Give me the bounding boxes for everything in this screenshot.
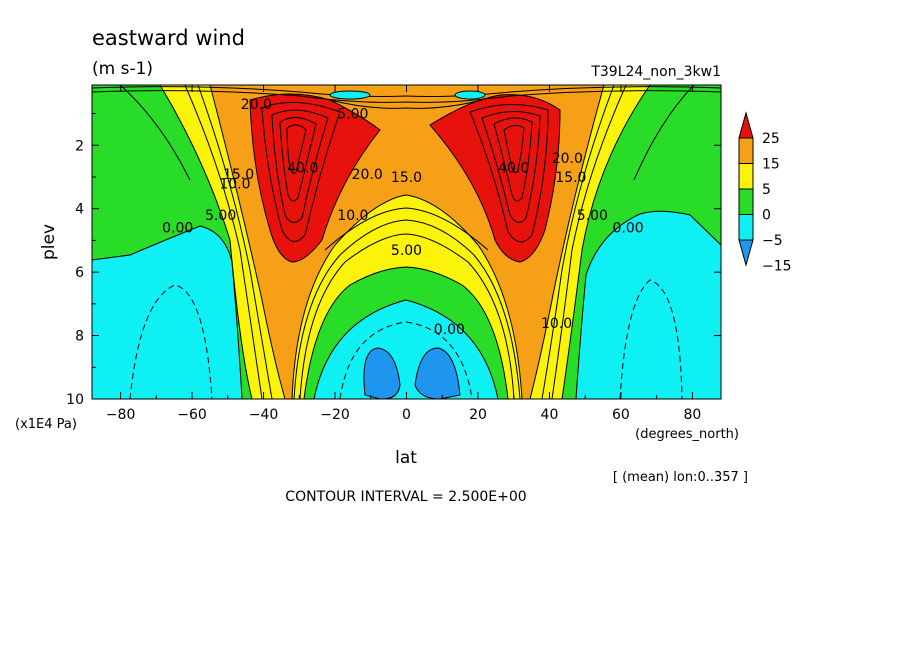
chart-title: eastward wind <box>92 26 245 50</box>
contour-label: 10.0 <box>337 208 368 224</box>
colorbar: 25 15 5 0 −5 −15 <box>738 111 792 275</box>
colorbar-label: 0 <box>762 208 771 224</box>
y-tick-label: 6 <box>75 265 84 281</box>
x-tick-label: 40 <box>541 407 559 423</box>
center-contours <box>299 207 515 399</box>
contour-labels: 40.0 40.020.0 15.010.05.000.000.00 0.0015.0… <box>162 97 643 338</box>
band-25-plus-left <box>249 93 381 263</box>
colorbar-segment <box>738 163 754 190</box>
contour-label: 15.0 <box>223 167 254 183</box>
band-neg-blob-right <box>414 347 461 399</box>
colorbar-label: −15 <box>762 259 792 275</box>
top-contours <box>92 86 721 109</box>
y-axis-units: (x1E4 Pa) <box>15 417 77 432</box>
y-tick-label: 10 <box>66 392 84 408</box>
colorbar-label: 25 <box>762 131 780 147</box>
x-tick-label: 60 <box>612 407 630 423</box>
jet-rings-left <box>261 101 341 242</box>
contour-label: 20.0 <box>241 97 272 113</box>
colorbar-label: 15 <box>762 157 780 173</box>
band-neg-left <box>92 225 243 399</box>
x-tick-label: −60 <box>177 407 207 423</box>
contour-label: 40.0 <box>287 160 318 176</box>
contour-label: 20.0 <box>352 167 383 183</box>
contour-label: 20.0 <box>552 151 583 167</box>
band-25-plus-right <box>429 94 561 263</box>
contour-label: 15.0 <box>391 170 422 186</box>
contour-label: 10.0 <box>541 316 572 332</box>
y-tick-label: 2 <box>75 138 84 154</box>
y-axis-label: plev <box>39 224 59 260</box>
experiment-name: T39L24_non_3kw1 <box>590 64 721 80</box>
colorbar-label: 5 <box>762 182 771 198</box>
mean-subtitle: [ (mean) lon:0..357 ] <box>613 470 748 485</box>
colorbar-label: −5 <box>762 233 783 249</box>
contour-label: 0.00 <box>612 221 643 237</box>
x-tick-label: 20 <box>469 407 487 423</box>
y-axis: 2 4 6 8 10 <box>66 113 721 408</box>
x-axis: −80 −60 −40 −20 0 20 40 60 80 <box>106 85 701 423</box>
colorbar-bottom-arrow <box>738 239 754 267</box>
y-tick-label: 4 <box>75 202 84 218</box>
chart-units: (m s-1) <box>92 59 153 79</box>
x-axis-label: lat <box>395 448 417 468</box>
colorbar-segment <box>738 188 754 215</box>
x-tick-label: 80 <box>683 407 701 423</box>
colorbar-top-arrow <box>738 111 754 139</box>
x-tick-label: −20 <box>320 407 350 423</box>
colorbar-segment <box>738 137 754 164</box>
contour-interval: CONTOUR INTERVAL = 2.500E+00 <box>285 489 526 505</box>
negative-dashed-contours <box>129 279 683 399</box>
jet-rings-right <box>469 103 549 243</box>
contour-label: 40.0 <box>498 160 529 176</box>
contour-label: 0.00 <box>162 221 193 237</box>
contour-label: 0.00 <box>434 322 465 338</box>
x-tick-label: −40 <box>249 407 279 423</box>
contour-label: 15.0 <box>555 170 586 186</box>
colorbar-segment <box>738 214 754 241</box>
side-contours <box>119 85 695 399</box>
contour-label: 10.0 <box>219 176 250 192</box>
x-tick-label: 0 <box>402 407 411 423</box>
top-cyan-blob-left <box>329 90 371 100</box>
x-tick-label: −80 <box>106 407 136 423</box>
x-axis-units: (degrees_north) <box>635 427 739 442</box>
band-neg-blob-left <box>363 347 401 399</box>
y-tick-label: 8 <box>75 329 84 345</box>
contour-field: 40.0 40.020.0 15.010.05.000.000.00 0.0015.0… <box>92 85 721 399</box>
contour-label: 5.00 <box>577 208 608 224</box>
contour-label: 5.00 <box>337 107 368 123</box>
top-cyan-blob-right <box>454 90 486 100</box>
band-neg-right <box>575 210 721 399</box>
contour-label: 5.00 <box>205 208 236 224</box>
contour-label: 5.00 <box>391 243 422 259</box>
